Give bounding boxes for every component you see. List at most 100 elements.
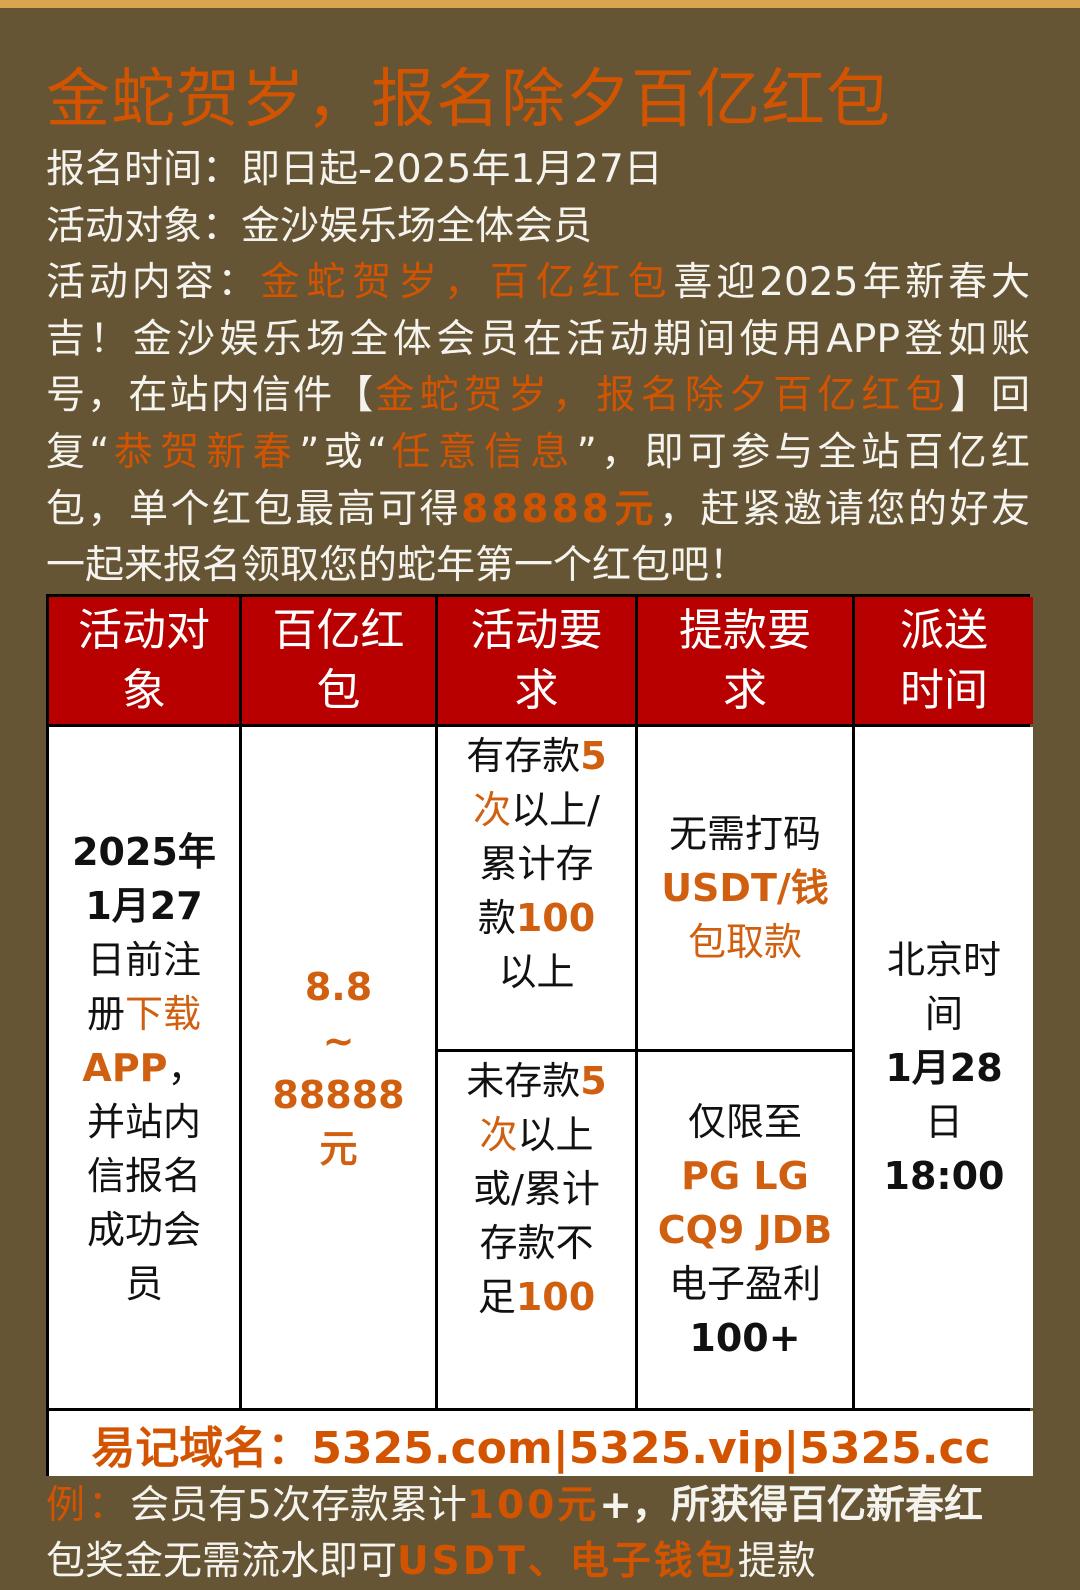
text-line: 一起来报名领取您的蛇年第一个红包吧！ <box>46 538 1030 595</box>
header-text: 提款要 <box>679 604 811 656</box>
text-segment: 复“ <box>46 429 110 475</box>
text-segment: ”，即可参与全站百亿红 <box>576 429 1030 475</box>
text-segment: 或/累计 <box>473 1167 600 1211</box>
text-segment: 未存款 <box>466 1059 581 1103</box>
cell-target: 2025年 1月27 日前注 册下载 APP， 并站内 信报名 成功会员 <box>49 727 239 1408</box>
text-line: 包奖金无需流水即可USDT、电子钱包提款 <box>46 1534 1030 1590</box>
text-line: 1月28 <box>885 1041 1002 1095</box>
text-line: 成功会 <box>87 1203 201 1257</box>
header-text: 象 <box>122 664 166 716</box>
text-segment: 号，在站内信件【 <box>46 373 376 419</box>
highlight-text: 恭贺新春 <box>109 429 300 475</box>
text-line: 以上 <box>498 945 574 999</box>
text-segment: 一起来报名领取您的蛇年第一个红包吧！ <box>46 543 749 589</box>
highlight-text: 金蛇贺岁，报名除夕百亿红包 <box>375 373 950 419</box>
text-segment: 累计存 <box>479 842 594 886</box>
text-segment: ，赶紧邀请您的好友 <box>658 486 1030 532</box>
text-line: 88888 <box>272 1068 404 1122</box>
header-text: 派送 <box>900 604 988 656</box>
cell-withdraw-deposit: 无需打码 USDT/钱 包取款 <box>638 727 852 1049</box>
text-line: 元 <box>319 1122 357 1176</box>
text-segment: 吉！金沙娱乐场全体会员在活动期间使用APP登如账 <box>46 316 1030 362</box>
header-text: 求 <box>723 664 767 716</box>
cell-req-no-deposit: 未存款5 次以上或/累计存款不 足100 <box>438 1052 635 1408</box>
text-segment: 2025年 <box>72 829 216 874</box>
text-line: 1月27 <box>85 879 202 933</box>
header-withdraw-req: 提款要求 <box>638 597 852 724</box>
text-line: 未存款5 <box>466 1054 606 1108</box>
highlight-text: ~ <box>322 1018 355 1063</box>
text-line: 2025年 <box>72 825 216 879</box>
text-segment: 有存款 <box>466 734 581 778</box>
highlight-text: 88888元 <box>461 486 659 532</box>
header-target: 活动对象 <box>49 597 239 724</box>
highlight-text: APP <box>82 1045 168 1090</box>
header-text: 时间 <box>900 664 988 716</box>
top-band <box>0 0 1080 8</box>
highlight-text: 8.8 <box>304 964 373 1009</box>
highlight-text: 任意信息 <box>387 429 577 475</box>
domain-footer: 易记域名：5325.com|5325.vip|5325.cc <box>49 1411 1033 1476</box>
highlight-text: 下载 <box>125 991 202 1036</box>
highlight-text: PG LG <box>681 1154 809 1198</box>
text-segment: 1月28 <box>885 1045 1003 1090</box>
text-line: 信报名 <box>87 1149 201 1203</box>
activity-info: 报名时间：即日起-2025年1月27日 活动对象：金沙娱乐场全体会员 活动内容：金蛇… <box>46 142 1030 595</box>
text-segment: +，所获得百亿新春红 <box>599 1483 983 1528</box>
text-segment: 会员有5次存款累计 <box>130 1483 467 1528</box>
text-segment: 以上/ <box>511 788 600 832</box>
text-line: 次以上 <box>479 1108 593 1162</box>
text-segment: 包奖金无需流水即可 <box>46 1539 398 1584</box>
text-segment: 仅限至 <box>687 1100 802 1144</box>
highlight-text: 例： <box>46 1483 131 1528</box>
text-line: ~ <box>323 1014 355 1068</box>
text-line: 8.8 <box>305 960 372 1014</box>
text-segment: 以上 <box>517 1113 594 1157</box>
highlight-text: 次 <box>473 788 512 832</box>
header-activity-req: 活动要求 <box>438 597 635 724</box>
text-line: 活动内容：金蛇贺岁，百亿红包喜迎2025年新春大 <box>46 255 1030 312</box>
text-segment: ”或“ <box>299 429 388 475</box>
highlight-text: 5 <box>580 734 607 778</box>
text-line: 或/累计 <box>473 1162 600 1216</box>
text-segment: 北京时 <box>886 937 1001 982</box>
header-time: 派送 时间 <box>855 597 1033 724</box>
cell-time: 北京时间 1月28 日 18:00 <box>855 727 1033 1408</box>
highlight-text: 100 <box>515 1275 596 1319</box>
text-segment: 无需打码 <box>668 812 821 856</box>
text-segment: 并站内 <box>86 1099 201 1144</box>
example-note: 例：会员有5次存款累计100元+，所获得百亿新春红 包奖金无需流水即可USDT、电… <box>46 1478 1030 1590</box>
highlight-text: 100元 <box>466 1483 600 1528</box>
text-segment: 包，单个红包最高可得 <box>46 486 462 532</box>
text-line: USDT/钱 <box>661 861 829 915</box>
text-line: 包，单个红包最高可得88888元，赶紧邀请您的好友 <box>46 482 1030 539</box>
text-line: 号，在站内信件【金蛇贺岁，报名除夕百亿红包】回 <box>46 368 1030 425</box>
text-line: 并站内 <box>87 1095 201 1149</box>
text-line: 报名时间：即日起-2025年1月27日 <box>46 142 1030 199</box>
header-text: 活动要 <box>470 604 603 656</box>
text-segment: 成功会 <box>86 1207 201 1252</box>
activity-table: 活动对象 百亿红包 活动要求 提款要求 派送 时间 2025年 1月27 日前注 册下载… <box>46 594 1033 1476</box>
text-line: 例：会员有5次存款累计100元+，所获得百亿新春红 <box>46 1478 1030 1534</box>
cell-req-deposit: 有存款5 次以上/累计存 款100 以上 <box>438 727 635 1049</box>
header-text: 包 <box>316 664 361 716</box>
text-segment: 日前注 <box>86 937 201 982</box>
text-line: 员 <box>125 1257 163 1311</box>
text-segment: 报名时间：即日起-2025年1月27日 <box>46 147 663 192</box>
text-line: 100+ <box>689 1311 800 1365</box>
text-line: 足100 <box>478 1270 595 1324</box>
text-line: 18:00 <box>884 1149 1005 1203</box>
text-line: 次以上/ <box>473 783 600 837</box>
text-segment: 间 <box>924 991 963 1036</box>
text-segment: 活动内容： <box>46 260 261 306</box>
text-segment: 提款 <box>737 1539 816 1584</box>
highlight-text: 88888 <box>272 1072 405 1117</box>
text-segment: 信报名 <box>86 1153 201 1198</box>
text-line: 存款不 <box>479 1216 593 1270</box>
cell-amount: 8.8 ~88888 元 <box>242 727 435 1408</box>
text-line: 有存款5 <box>466 729 606 783</box>
text-line: 间 <box>925 987 963 1041</box>
text-line: 仅限至 <box>688 1095 802 1149</box>
text-segment: 喜迎2025年新春大 <box>673 260 1030 306</box>
text-line: 北京时 <box>887 933 1001 987</box>
